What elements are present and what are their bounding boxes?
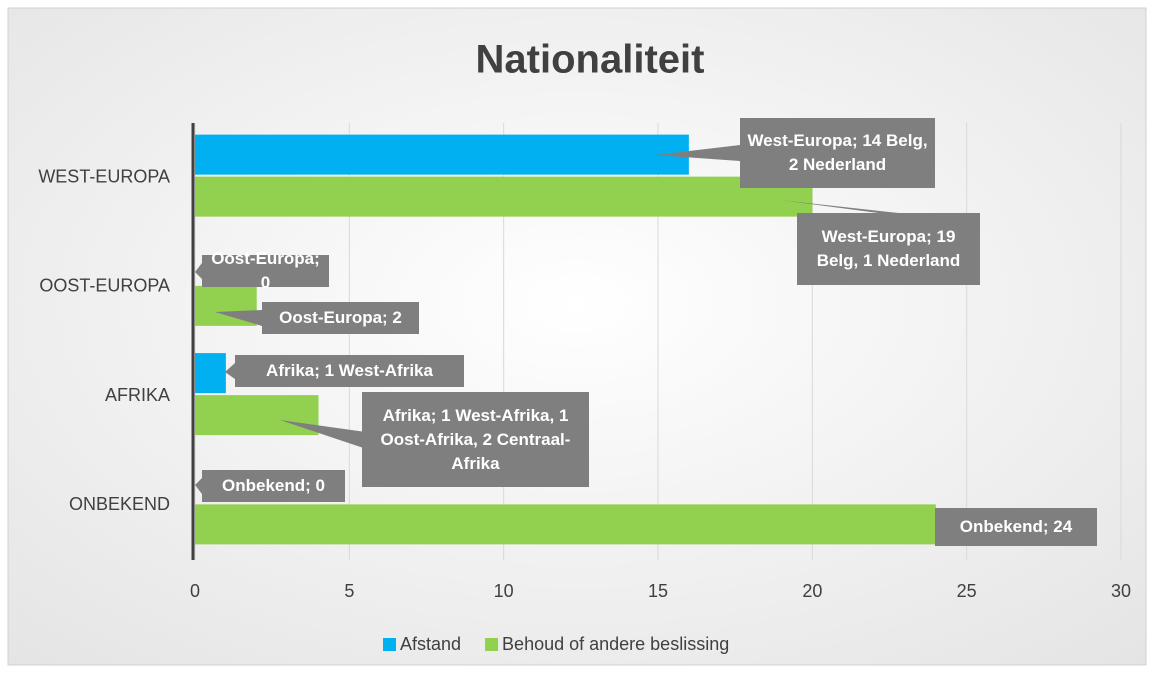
label-pointer — [280, 420, 362, 448]
bar — [195, 134, 689, 175]
data-label: Afrika; 1 West-Afrika, 1 Oost-Afrika, 2 … — [362, 392, 589, 487]
data-label: Onbekend; 24 — [935, 508, 1097, 546]
label-pointer — [195, 263, 202, 279]
label-pointer — [225, 363, 235, 379]
label-pointer — [215, 310, 262, 326]
x-tick-label: 0 — [190, 581, 200, 601]
y-tick-label: WEST-EUROPA — [38, 166, 170, 186]
legend-label: Behoud of andere beslissing — [502, 634, 729, 654]
bar — [195, 504, 936, 545]
chart-title: Nationaliteit — [476, 38, 705, 82]
label-pointer — [655, 145, 740, 161]
data-label: West-Europa; 19 Belg, 1 Nederland — [797, 213, 980, 285]
legend-swatch — [485, 638, 499, 651]
y-tick-label: ONBEKEND — [69, 494, 170, 514]
x-tick-label: 20 — [802, 581, 822, 601]
chart-background — [7, 7, 1147, 666]
data-label: Oost-Europa; 0 — [202, 249, 329, 292]
x-tick-label: 30 — [1111, 581, 1131, 601]
legend-label: Afstand — [400, 634, 461, 654]
bar — [195, 395, 319, 436]
data-label: Onbekend; 0 — [202, 470, 345, 502]
bar — [195, 176, 813, 217]
legend-swatch — [383, 638, 396, 651]
data-label: Oost-Europa; 2 — [262, 302, 419, 334]
label-pointer — [780, 200, 899, 213]
x-tick-label: 15 — [648, 581, 668, 601]
label-pointer — [195, 478, 202, 494]
y-tick-label: AFRIKA — [105, 385, 170, 405]
data-label: West-Europa; 14 Belg, 2 Nederland — [740, 118, 935, 188]
data-label: Afrika; 1 West-Afrika — [235, 355, 464, 387]
x-tick-label: 25 — [957, 581, 977, 601]
x-tick-label: 5 — [344, 581, 354, 601]
x-tick-label: 10 — [494, 581, 514, 601]
y-tick-label: OOST-EUROPA — [39, 276, 170, 296]
bar — [195, 353, 226, 394]
